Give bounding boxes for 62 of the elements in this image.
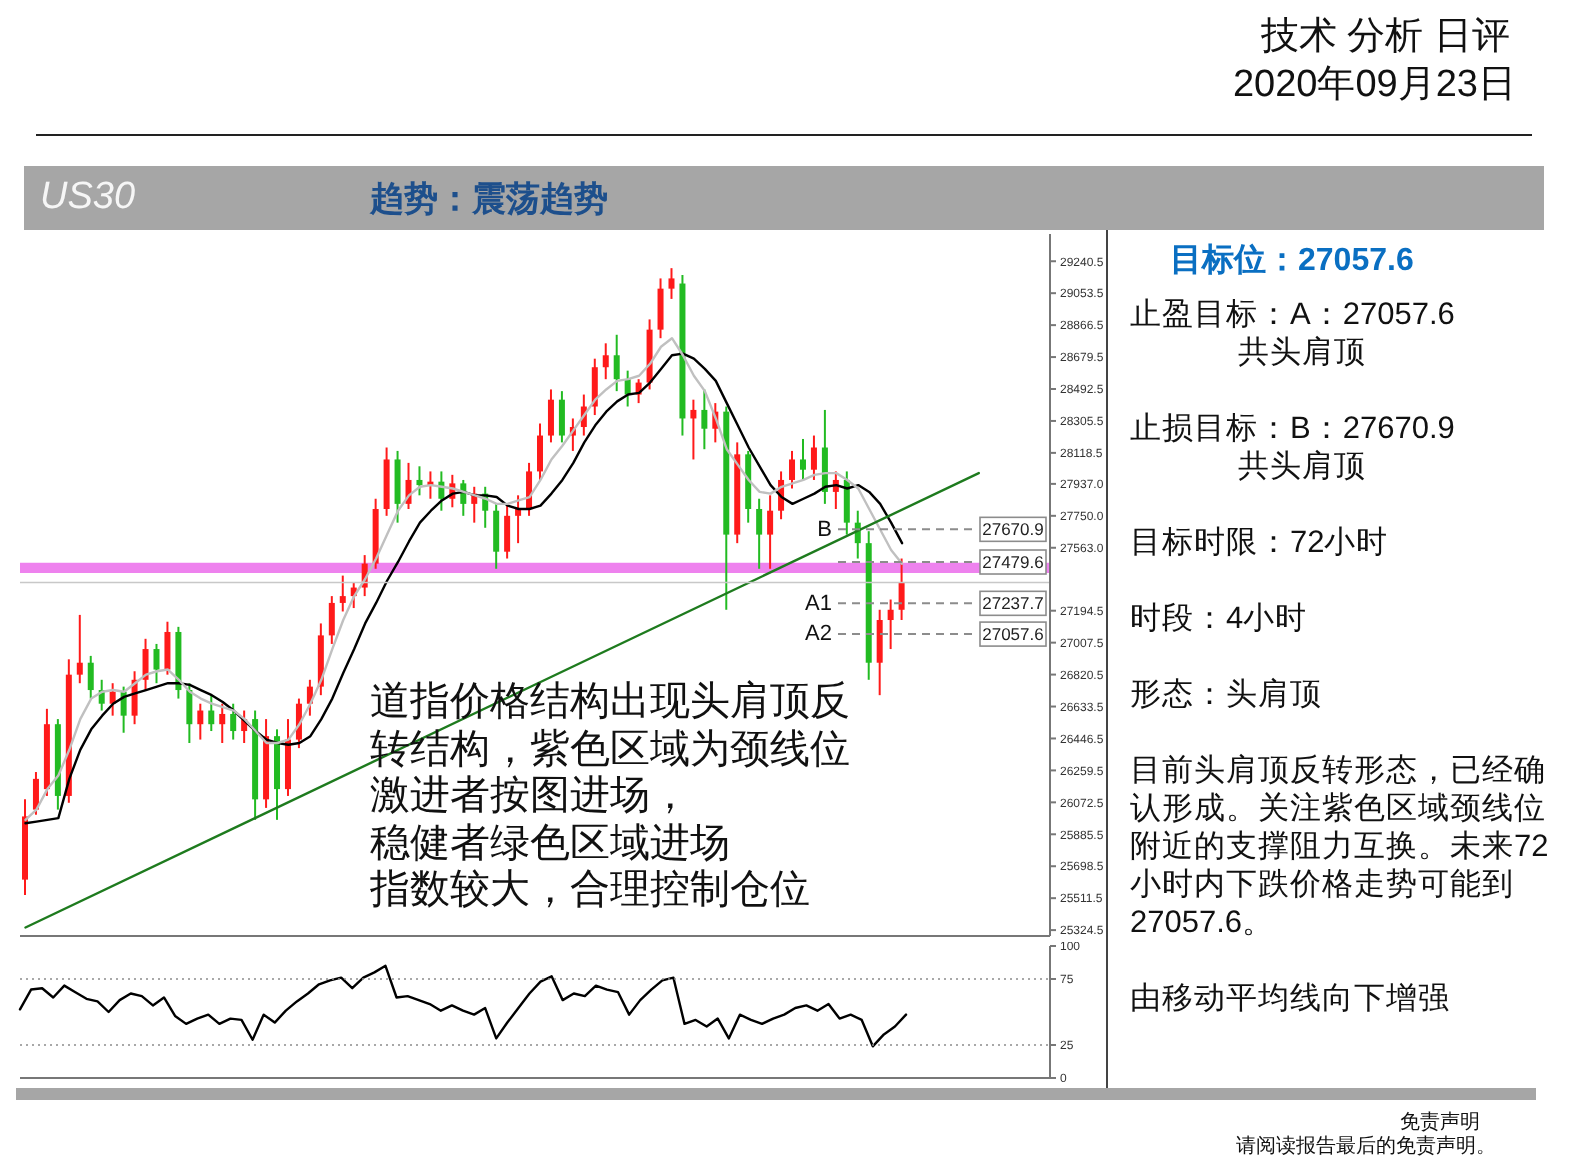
candlestick <box>493 502 500 570</box>
candlestick <box>767 494 774 570</box>
text: 时段：4小时 <box>1130 602 1308 636</box>
candlestick <box>810 434 817 481</box>
candlestick <box>32 771 39 816</box>
text: 免责声明 <box>1400 1112 1480 1134</box>
line-series <box>18 964 908 1048</box>
candlestick <box>515 494 522 545</box>
candlestick <box>756 497 763 570</box>
annotation: A1 <box>805 591 832 616</box>
candlestick <box>339 574 346 613</box>
candlestick <box>898 557 905 622</box>
candlestick <box>230 702 237 741</box>
candlestick <box>657 277 664 340</box>
chart-title: US30 <box>40 176 136 218</box>
candlestick <box>197 702 204 741</box>
candlestick <box>504 502 511 560</box>
annotation: 指数较大，合理控制仓位 <box>370 868 810 912</box>
annotation: A2 <box>805 622 832 647</box>
annotation: 稳健者绿色区域进场 <box>370 821 730 865</box>
candlestick <box>887 598 894 651</box>
text: 由移动平均线向下增强 <box>1130 982 1450 1016</box>
candlestick <box>219 702 226 744</box>
candlestick <box>613 333 620 393</box>
candlestick <box>701 388 708 451</box>
text: 目前头肩顶反转形态，已经确认形成。关注紫色区域颈线位附近的支撑阻力互换。未来72小时内下跌价格走势可能到27057.6。 <box>1130 754 1549 940</box>
candlestick <box>789 449 796 490</box>
chart-subtitle: 趋势：震荡趋势 <box>370 180 608 218</box>
candlestick <box>799 437 806 481</box>
candlestick <box>76 613 83 685</box>
candlestick <box>394 449 401 524</box>
candlestick <box>142 637 149 692</box>
candlestick <box>87 654 94 700</box>
candlestick <box>547 388 554 444</box>
annotation: 激进者按图进场， <box>370 774 690 818</box>
candlestick <box>153 642 160 685</box>
text: 止盈目标：A：27057.6 共头肩顶 <box>1130 298 1455 370</box>
candlestick <box>876 608 883 697</box>
text: 2020年09月23日 <box>1232 64 1516 106</box>
candlestick <box>186 682 193 744</box>
candlestick <box>602 342 609 381</box>
ref-line-label: 27057.6 <box>982 624 1045 645</box>
candlestick <box>537 422 543 481</box>
text: 形态：头肩顶 <box>1130 678 1322 712</box>
candlestick <box>668 267 675 300</box>
ref-line-label: 27237.7 <box>982 593 1045 614</box>
text: 止损目标：B：27670.9 共头肩顶 <box>1130 412 1455 484</box>
candlestick <box>328 595 335 645</box>
candlestick <box>843 470 850 536</box>
text: 技术 分析 日评 <box>1260 16 1510 58</box>
ref-line-label: 27479.6 <box>982 551 1045 572</box>
annotation: B <box>817 517 832 542</box>
text: 请阅读报告最后的免责声明。 <box>1236 1136 1496 1158</box>
text: 目标时限：72小时 <box>1130 526 1389 560</box>
candlestick <box>164 620 171 676</box>
candlestick <box>208 694 215 733</box>
candlestick <box>416 465 423 497</box>
text: 目标位：27057.6 <box>1170 244 1414 278</box>
candlestick <box>558 390 565 444</box>
candlestick <box>690 398 697 461</box>
candlestick <box>591 357 598 417</box>
ref-line-label: 27670.9 <box>982 519 1045 540</box>
